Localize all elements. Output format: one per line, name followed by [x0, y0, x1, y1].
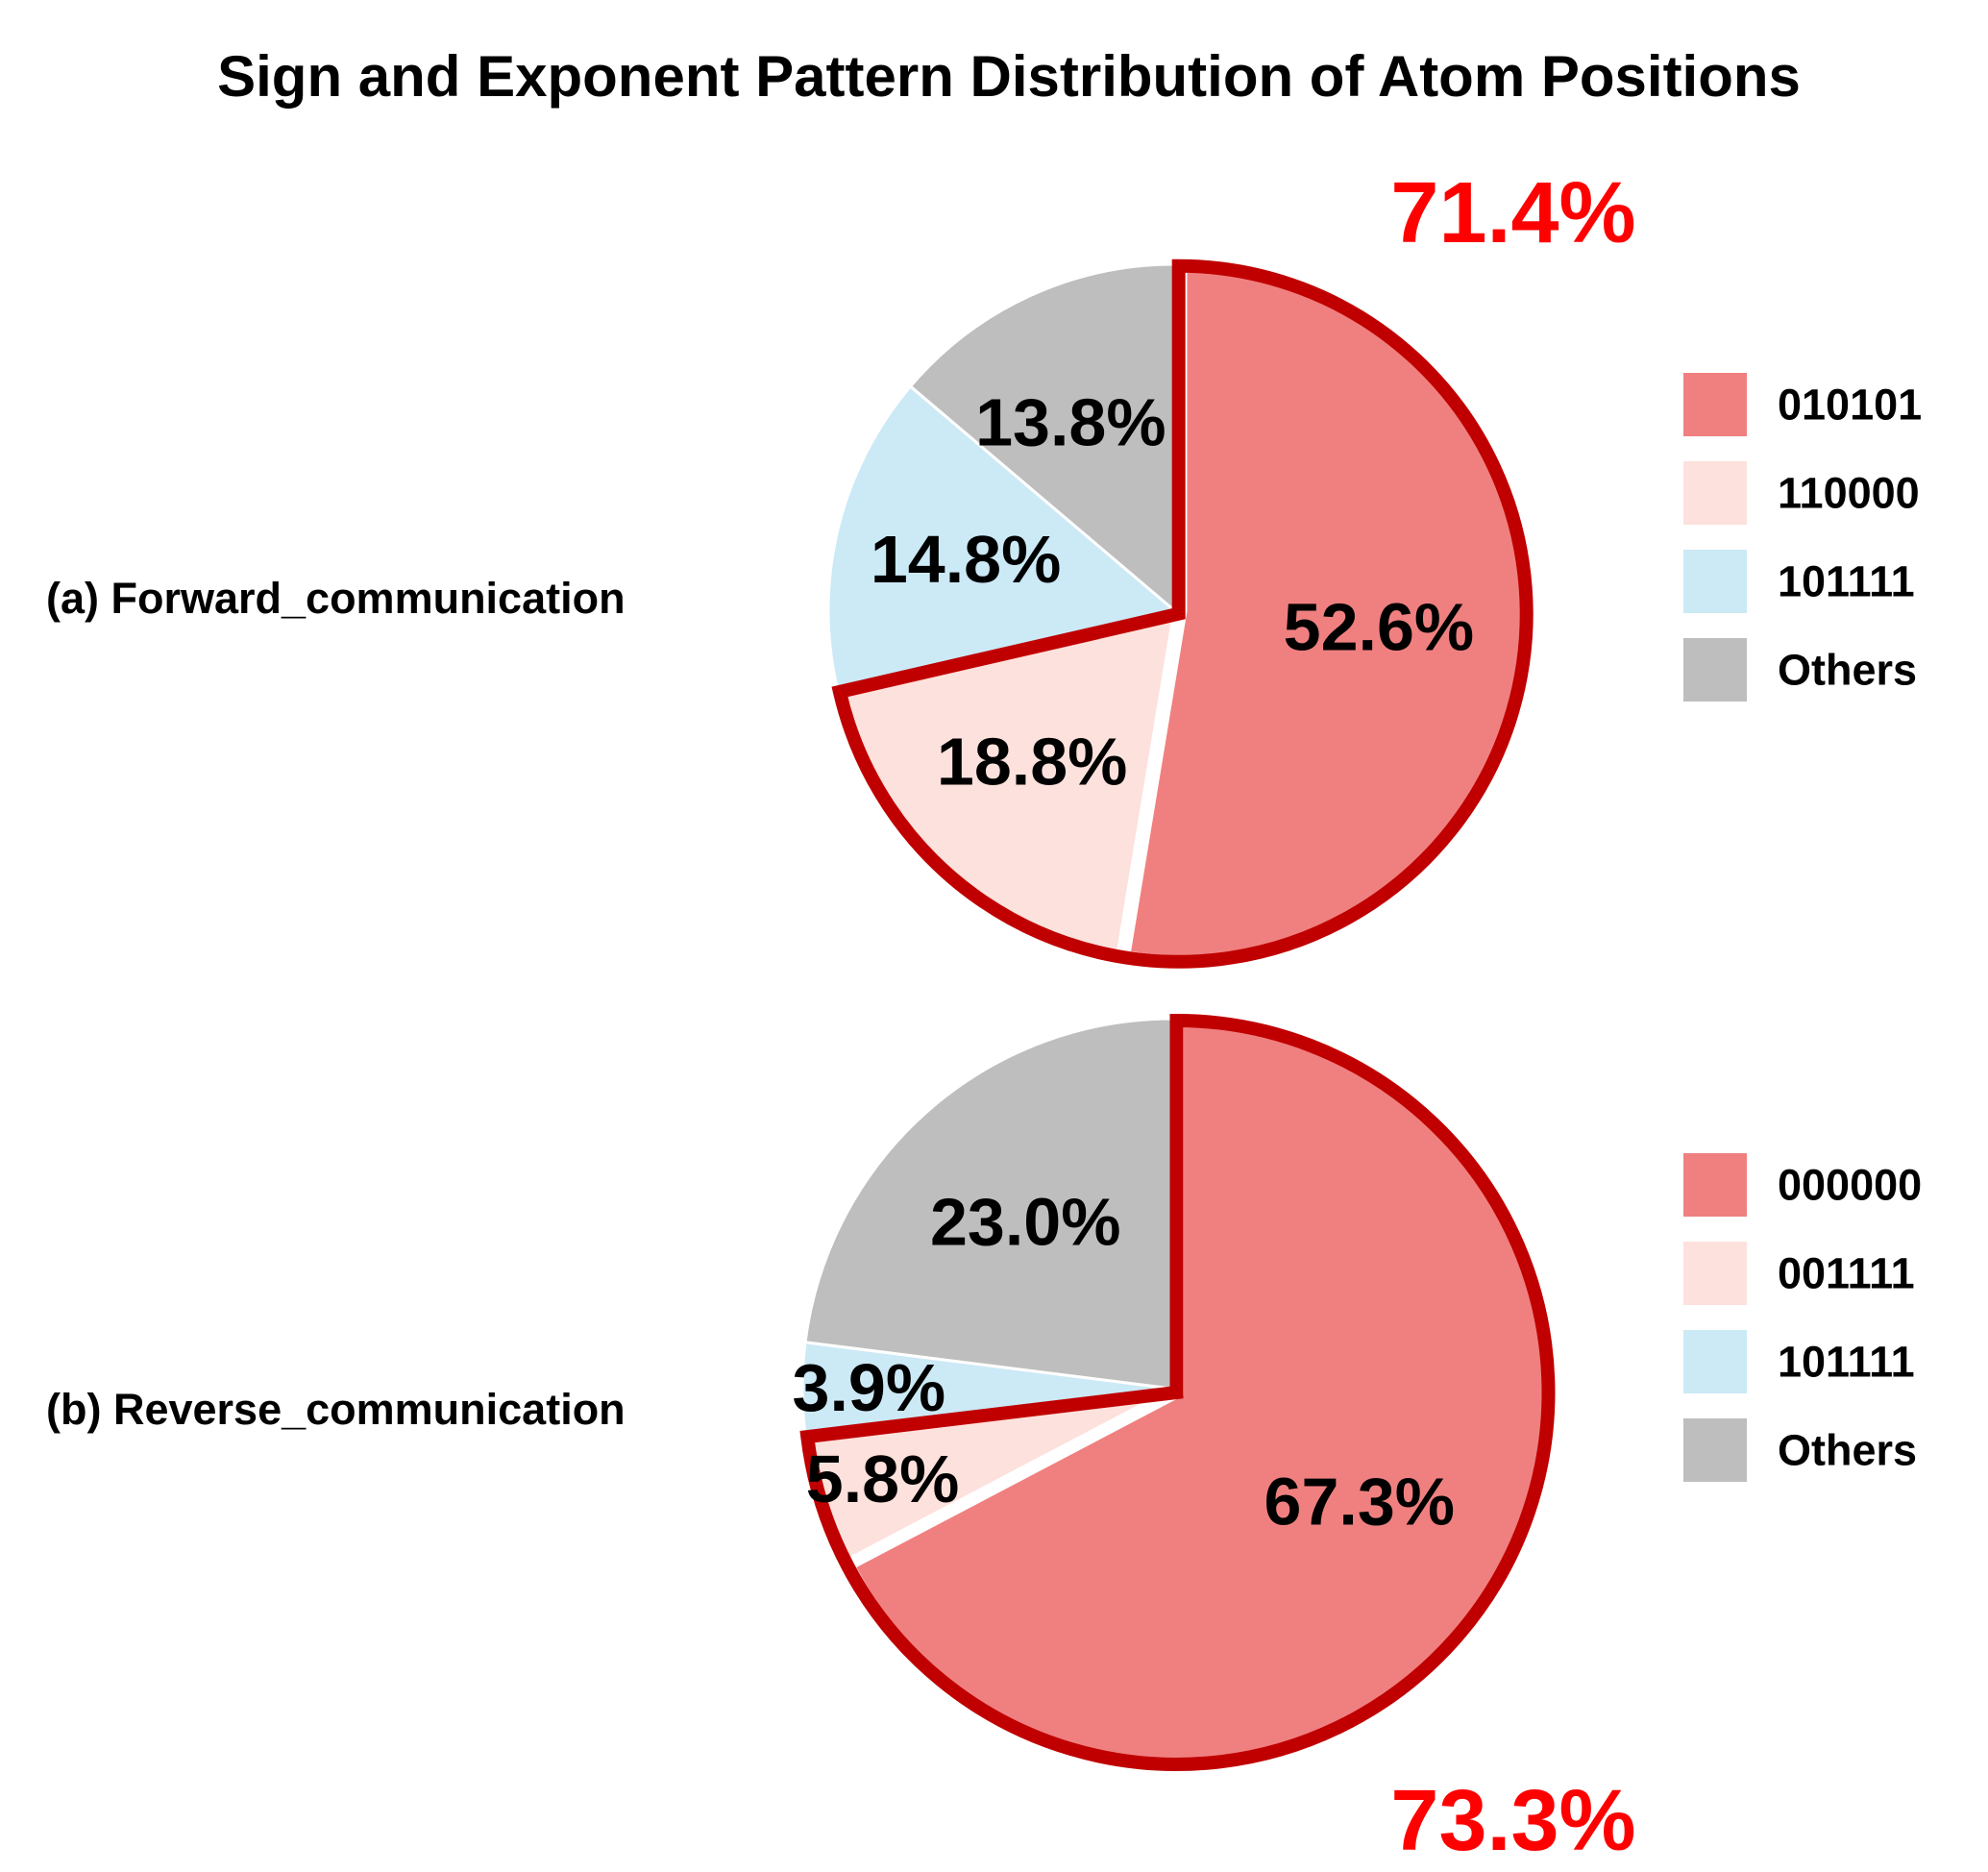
row-label-forward: (a) Forward_communication	[46, 574, 626, 623]
slice-value-label-110000: 18.8%	[937, 724, 1127, 799]
pie-chart-reverse: (b) Reverse_communication 67.3% 5.8% 3.9% 2…	[46, 1013, 1922, 1869]
highlight-outline-reverse	[799, 1013, 1556, 1771]
legend-label-010101: 010101	[1778, 381, 1922, 430]
legend-swatch-others	[1683, 1418, 1747, 1482]
slice-value-label-others: 23.0%	[930, 1185, 1120, 1260]
legend-label-000000: 000000	[1778, 1161, 1922, 1210]
slice-value-label-others: 13.8%	[975, 384, 1166, 459]
chart-title: Sign and Exponent Pattern Distribution o…	[217, 44, 1801, 109]
legend-label-others: Others	[1778, 1426, 1917, 1475]
legend-item-110000: 110000	[1683, 461, 1920, 525]
slice-value-label-000000: 67.3%	[1264, 1465, 1455, 1539]
pie-slices-forward	[826, 262, 1534, 959]
pie-slice-labels-reverse: 67.3% 5.8% 3.9% 23.0%	[793, 1185, 1456, 1539]
legend-item-000000: 000000	[1683, 1153, 1922, 1217]
pie-slice-101111	[826, 383, 1178, 690]
pie-chart-forward: (a) Forward_communication 52.6% 18.8% 14.8…	[46, 165, 1922, 969]
legend-label-101111: 101111	[1778, 1338, 1915, 1387]
legend-label-101111: 101111	[1778, 557, 1915, 606]
pie-slice-others	[803, 1017, 1174, 1391]
legend-label-110000: 110000	[1778, 469, 1920, 518]
slice-value-label-101111: 14.8%	[871, 522, 1061, 597]
legend-swatch-others	[1683, 638, 1747, 702]
legend-item-101111: 101111	[1683, 550, 1915, 613]
legend-forward: 010101 110000 101111 Others	[1683, 373, 1922, 702]
highlight-total-label-forward: 71.4%	[1390, 165, 1635, 261]
highlight-total-label-reverse: 73.3%	[1390, 1773, 1635, 1869]
legend-label-001111: 001111	[1778, 1249, 1915, 1298]
slice-value-label-001111: 5.8%	[806, 1441, 960, 1516]
legend-item-others: Others	[1683, 1418, 1917, 1482]
slice-value-label-010101: 52.6%	[1284, 589, 1474, 664]
legend-item-others: Others	[1683, 638, 1917, 702]
legend-item-101111: 101111	[1683, 1330, 1915, 1393]
legend-reverse: 000000 001111 101111 Others	[1683, 1153, 1922, 1482]
legend-swatch-101111	[1683, 1330, 1747, 1393]
slice-value-label-101111: 3.9%	[793, 1350, 946, 1425]
highlight-outline-forward	[831, 259, 1534, 969]
legend-item-001111: 001111	[1683, 1242, 1915, 1305]
legend-swatch-110000	[1683, 461, 1747, 525]
legend-swatch-010101	[1683, 373, 1747, 436]
legend-item-010101: 010101	[1683, 373, 1922, 436]
pie-slice-others	[908, 262, 1176, 614]
legend-swatch-001111	[1683, 1242, 1747, 1305]
row-label-reverse: (b) Reverse_communication	[46, 1385, 626, 1434]
legend-swatch-101111	[1683, 550, 1747, 613]
legend-swatch-000000	[1683, 1153, 1747, 1217]
legend-label-others: Others	[1778, 646, 1917, 695]
pie-slice-labels-forward: 52.6% 18.8% 14.8% 13.8%	[871, 384, 1474, 799]
